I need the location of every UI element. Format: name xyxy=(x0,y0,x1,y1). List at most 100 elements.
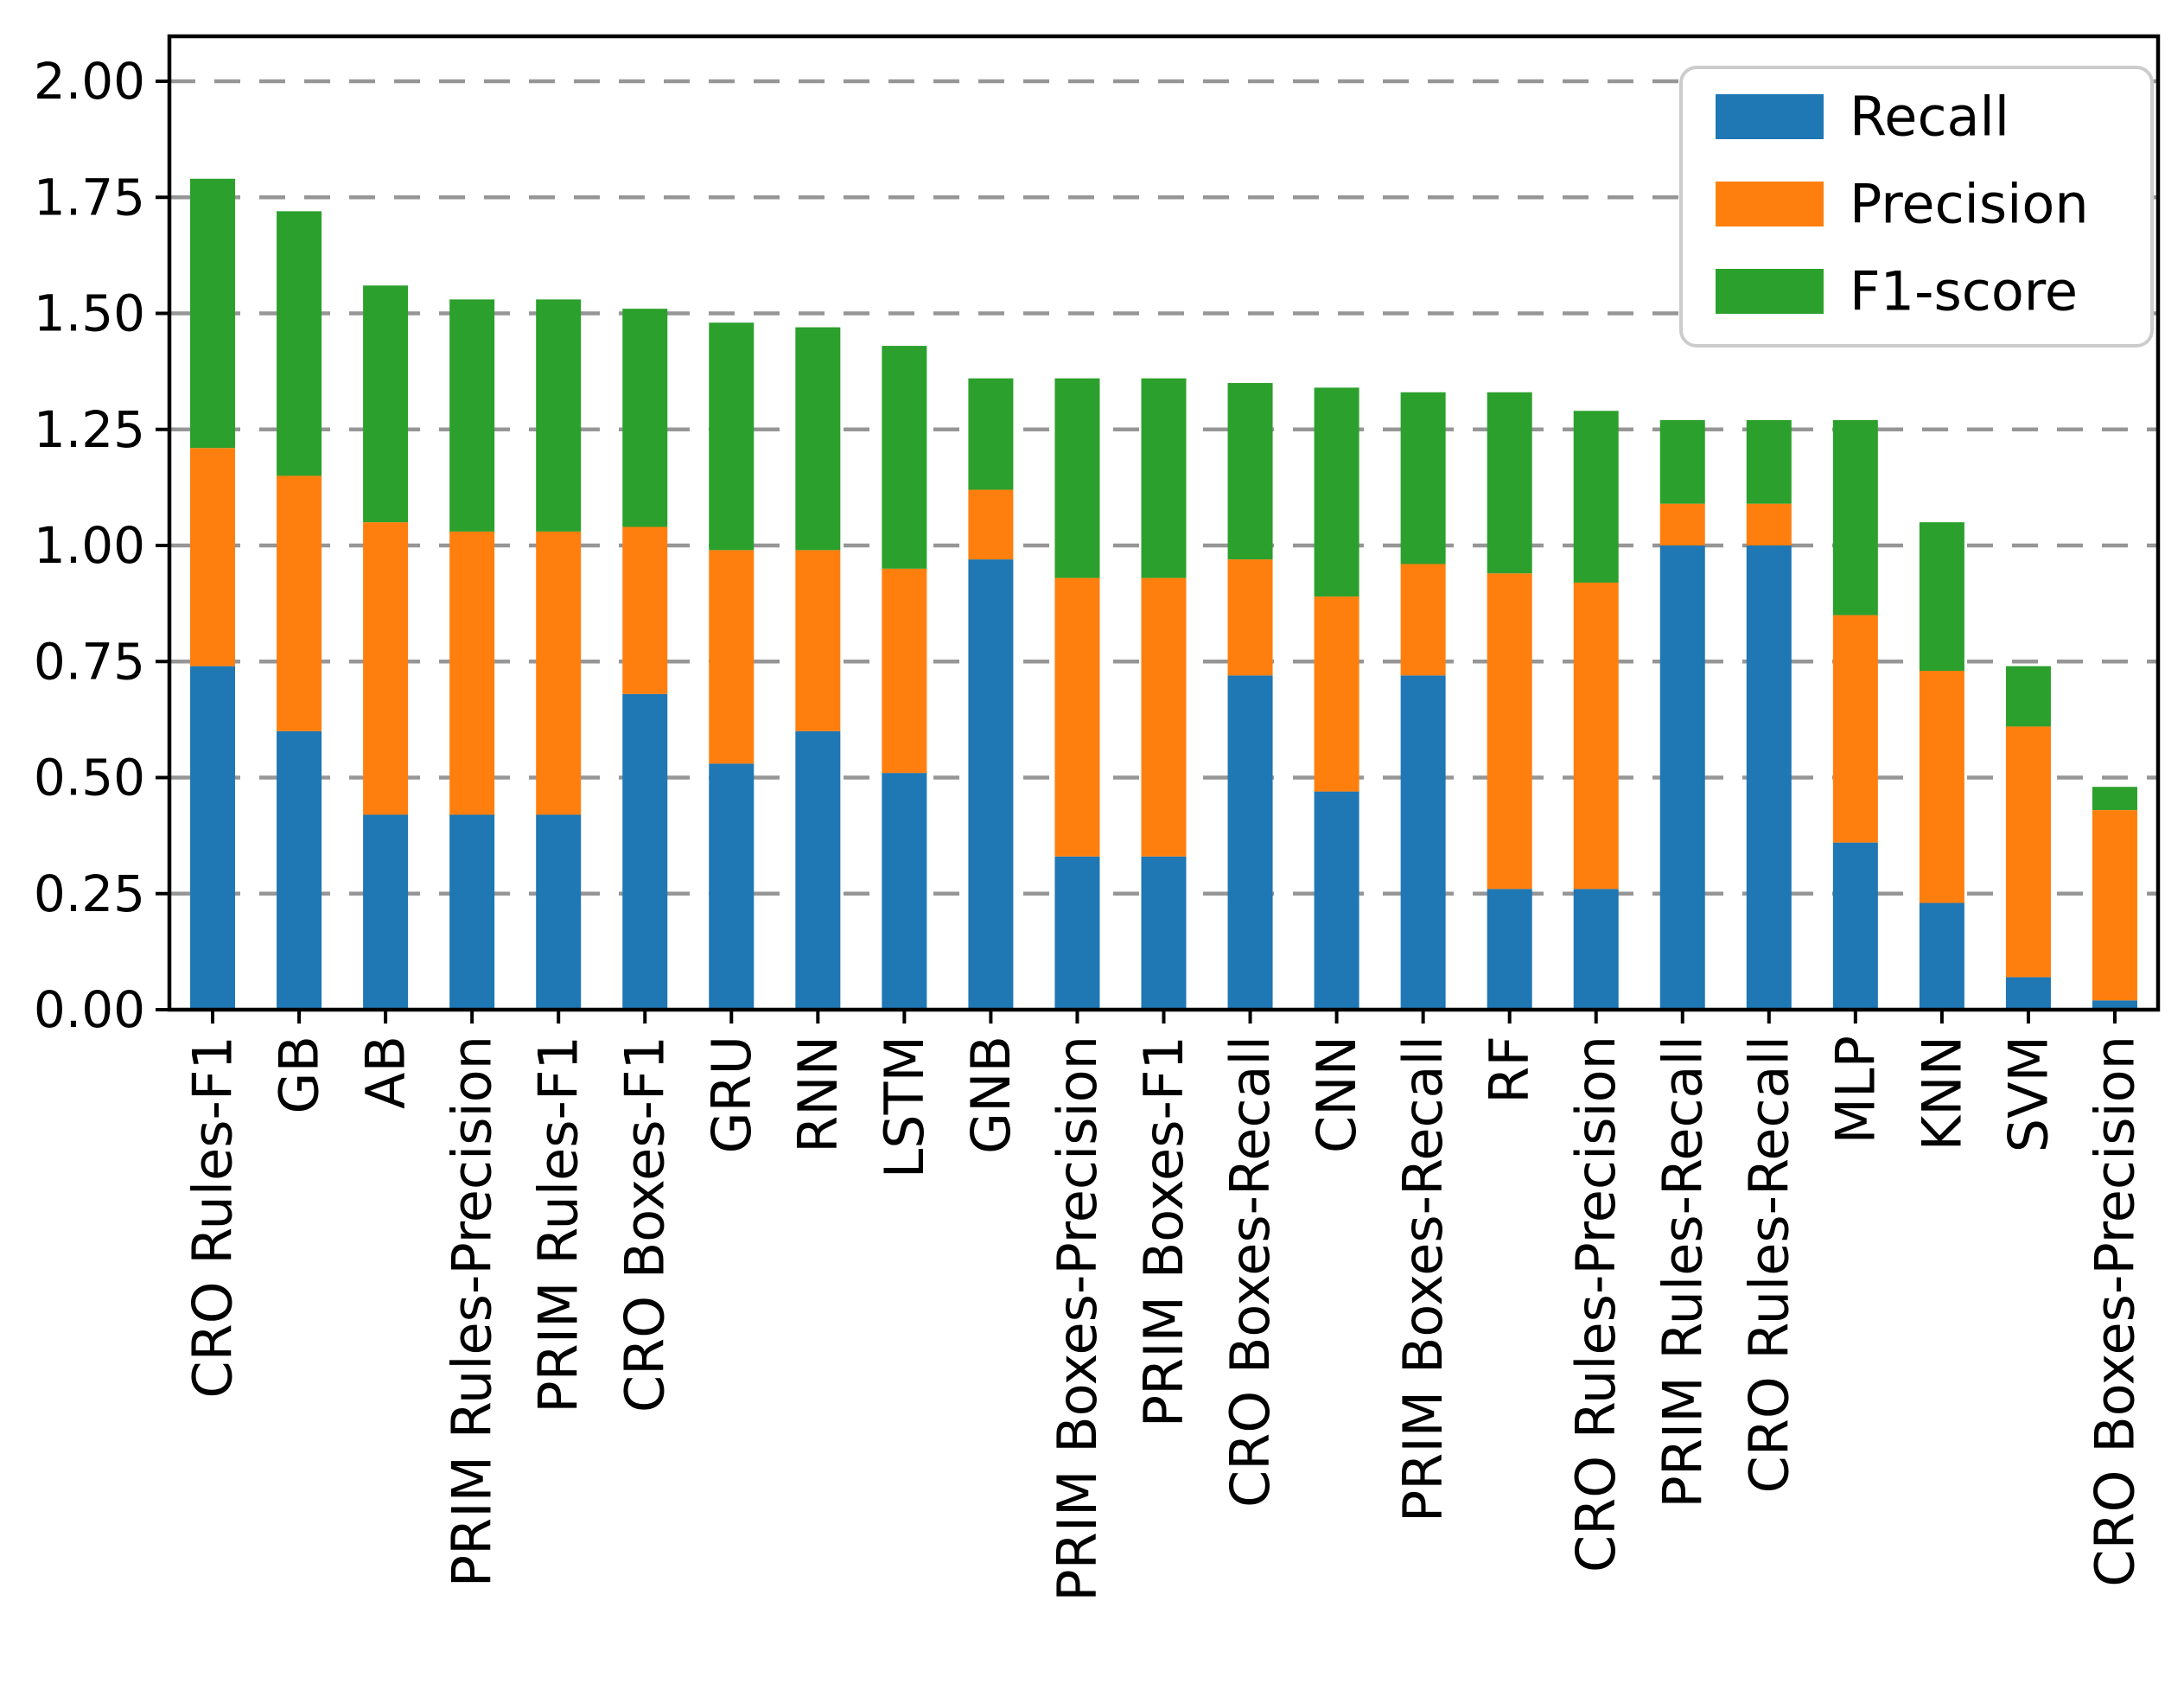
bar-segment-f1-score xyxy=(1141,378,1187,578)
bar-segment-f1-score xyxy=(622,309,668,527)
bar-segment-recall xyxy=(1400,675,1446,1010)
x-tick-label: PRIM Rules-Precision xyxy=(441,1036,504,1587)
bar-segment-recall xyxy=(277,730,322,1010)
bar-segment-precision xyxy=(1400,564,1446,676)
bar-segment-recall xyxy=(2092,1000,2137,1010)
bar-segment-precision xyxy=(1227,559,1273,676)
bar-segment-f1-score xyxy=(795,327,841,551)
legend-label: Precision xyxy=(1850,173,2089,236)
bar-segment-f1-score xyxy=(1227,383,1273,560)
bar-segment-recall xyxy=(1054,856,1100,1010)
bar-segment-precision xyxy=(1487,573,1532,890)
x-tick-label: PRIM Boxes-Precision xyxy=(1046,1036,1109,1602)
bar-segment-recall xyxy=(1573,889,1619,1010)
legend-swatch-f1-score xyxy=(1716,269,1824,314)
bar-segment-f1-score xyxy=(2092,787,2137,811)
bar-segment-f1-score xyxy=(1746,420,1792,504)
x-tick-label: GNB xyxy=(959,1036,1022,1154)
bar-segment-precision xyxy=(1141,577,1187,857)
x-tick-label: CRO Boxes-F1 xyxy=(614,1036,677,1413)
bar-segment-recall xyxy=(536,814,582,1010)
x-tick-label: CNN xyxy=(1305,1036,1368,1153)
bar-segment-recall xyxy=(2005,977,2051,1010)
y-tick-label: 0.50 xyxy=(34,749,145,807)
bar-segment-f1-score xyxy=(1573,411,1619,583)
bar-segment-f1-score xyxy=(363,285,409,523)
x-tick-label: CRO Rules-Recall xyxy=(1737,1036,1800,1493)
bar-segment-precision xyxy=(882,568,927,774)
x-tick-label: AB xyxy=(354,1036,417,1109)
legend-swatch-recall xyxy=(1716,94,1824,139)
bar-segment-f1-score xyxy=(2005,666,2051,727)
bar-segment-precision xyxy=(795,550,841,731)
bar-segment-precision xyxy=(709,550,755,764)
x-tick-label: RNN xyxy=(786,1036,850,1153)
bar-segment-recall xyxy=(1919,902,1964,1010)
legend-label: F1-score xyxy=(1850,260,2078,323)
bar-segment-recall xyxy=(1832,842,1878,1010)
bar-segment-recall xyxy=(1746,545,1792,1010)
bar-segment-precision xyxy=(449,531,495,815)
bar-segment-precision xyxy=(1746,503,1792,545)
bar-segment-f1-score xyxy=(1054,378,1100,578)
bar-segment-precision xyxy=(190,448,236,666)
x-tick-label: PRIM Boxes-Recall xyxy=(1391,1036,1455,1522)
bar-segment-recall xyxy=(363,814,409,1010)
x-tick-label: CRO Boxes-Precision xyxy=(2083,1036,2146,1587)
x-tick-label: PRIM Boxes-F1 xyxy=(1132,1036,1195,1427)
x-tick-label: PRIM Rules-Recall xyxy=(1651,1036,1714,1508)
bar-segment-recall xyxy=(449,814,495,1010)
bar-segment-precision xyxy=(2005,726,2051,978)
bar-segment-f1-score xyxy=(449,299,495,532)
bar-segment-f1-score xyxy=(1919,522,1964,671)
x-tick-label: SVM xyxy=(1996,1036,2060,1152)
bar-segment-f1-score xyxy=(190,178,236,449)
legend-swatch-precision xyxy=(1716,182,1824,226)
y-tick-label: 1.75 xyxy=(34,168,145,226)
bar-segment-recall xyxy=(1659,545,1705,1010)
bar-segment-f1-score xyxy=(1314,387,1359,597)
bar-segment-precision xyxy=(363,522,409,815)
x-tick-label: GRU xyxy=(700,1036,763,1154)
bar-segment-recall xyxy=(1487,889,1532,1010)
bar-segment-precision xyxy=(536,531,582,815)
x-tick-label: RF xyxy=(1478,1036,1541,1104)
bar-segment-f1-score xyxy=(1832,420,1878,615)
bar-segment-recall xyxy=(1227,675,1273,1010)
bar-segment-f1-score xyxy=(1487,392,1532,574)
x-tick-label: MLP xyxy=(1824,1036,1887,1144)
bar-segment-precision xyxy=(277,475,322,731)
legend-label: Recall xyxy=(1850,86,2009,149)
bar-segment-precision xyxy=(968,489,1014,560)
x-tick-label: KNN xyxy=(1910,1036,1973,1151)
bar-segment-f1-score xyxy=(968,378,1014,490)
y-tick-label: 1.25 xyxy=(34,400,145,459)
bar-segment-f1-score xyxy=(1400,392,1446,564)
bar-segment-precision xyxy=(1919,670,1964,903)
x-tick-label: CRO Rules-Precision xyxy=(1564,1036,1627,1572)
bar-segment-recall xyxy=(1141,856,1187,1010)
x-tick-label: PRIM Rules-F1 xyxy=(527,1036,590,1413)
x-tick-label: CRO Boxes-Recall xyxy=(1219,1036,1282,1508)
y-tick-label: 1.50 xyxy=(34,284,145,343)
bar-segment-recall xyxy=(882,773,927,1010)
bar-segment-recall xyxy=(795,730,841,1010)
bar-segment-recall xyxy=(709,763,755,1010)
bar-segment-precision xyxy=(1573,582,1619,890)
y-tick-label: 1.00 xyxy=(34,516,145,575)
bar-segment-recall xyxy=(1314,791,1359,1010)
bar-segment-precision xyxy=(1832,615,1878,843)
bar-segment-f1-score xyxy=(1659,420,1705,504)
x-tick-label: LSTM xyxy=(873,1036,936,1178)
bar-segment-precision xyxy=(2092,810,2137,1001)
bar-segment-f1-score xyxy=(277,211,322,476)
y-tick-label: 0.25 xyxy=(34,864,145,923)
y-tick-label: 2.00 xyxy=(34,52,145,111)
bar-segment-precision xyxy=(622,526,668,694)
x-tick-label: CRO Rules-F1 xyxy=(181,1036,245,1399)
bar-segment-f1-score xyxy=(536,299,582,532)
legend: Recall Precision F1-score xyxy=(1679,66,2154,348)
bar-segment-recall xyxy=(622,693,668,1010)
y-tick-label: 0.75 xyxy=(34,632,145,691)
